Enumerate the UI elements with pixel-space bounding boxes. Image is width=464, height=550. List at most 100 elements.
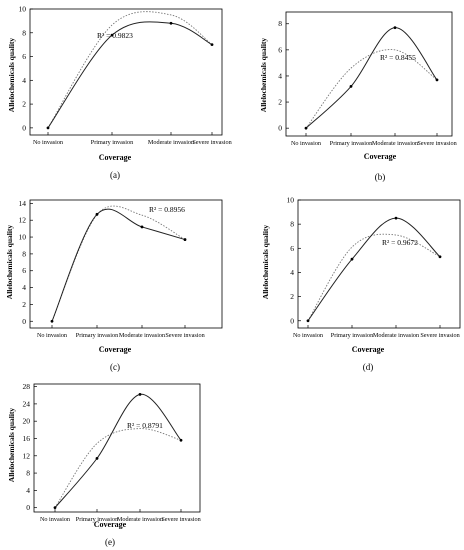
trend-curve [51, 205, 186, 322]
plot-frame [29, 8, 223, 136]
chart-panel-4: 0 2 4 6 8 10 No invasion Primary invasion Modera… [261, 196, 461, 372]
data-point [438, 255, 442, 259]
y-tick-label: 8 [278, 19, 282, 28]
data-curve [54, 393, 182, 509]
x-tick-label: Moderate invasion [372, 140, 418, 147]
chart-panel-2: 0 2 4 6 8 No invasion Primary invasion Moderate… [259, 11, 457, 182]
y-axis-title: Allelochemicals quality [7, 408, 16, 483]
data-point [169, 21, 173, 25]
data-point [393, 26, 397, 30]
data-point [138, 392, 142, 396]
x-tick-label: No invasion [293, 332, 323, 339]
trend-curve [47, 11, 213, 129]
y-tick-label: 4 [22, 76, 26, 85]
y-tick-label: 0 [26, 503, 30, 512]
y-tick-label: 4 [22, 283, 26, 292]
x-tick-label: Severe invasion [161, 516, 200, 523]
y-tick-label: 2 [22, 300, 26, 309]
y-tick-label: 10 [19, 5, 27, 14]
data-point [110, 33, 114, 37]
r2-label: R² = 0.8455 [380, 53, 416, 62]
x-axis-title: Coverage [352, 345, 385, 354]
y-tick-label: 6 [22, 266, 26, 275]
r2-label: R² = 0.9672 [382, 238, 418, 247]
y-tick-label: 2 [290, 292, 294, 301]
y-tick-label: 24 [23, 399, 31, 408]
data-point [350, 257, 354, 261]
data-point [140, 225, 144, 229]
y-tick-label: 6 [278, 45, 282, 54]
data-point [349, 85, 353, 88]
x-tick-label: No invasion [37, 332, 67, 339]
y-tick-label: 14 [19, 199, 27, 208]
y-tick-label: 0 [290, 316, 294, 325]
x-tick-label: Moderate invasion [117, 516, 163, 523]
y-tick-label: 28 [23, 382, 31, 391]
x-tick-label: No invasion [291, 140, 321, 147]
x-tick-label: Primary invasion [76, 516, 118, 523]
plot-frame [33, 383, 201, 513]
data-point [306, 319, 310, 323]
y-tick-label: 6 [290, 244, 294, 253]
panel-label: (c) [110, 362, 120, 372]
y-tick-label: 8 [290, 220, 294, 229]
data-curve [307, 217, 441, 322]
data-curve [305, 27, 438, 129]
x-axis-title: Coverage [94, 520, 127, 529]
x-tick-label: Severe invasion [192, 139, 231, 146]
data-point [46, 126, 50, 130]
data-point [394, 216, 398, 220]
data-point [183, 238, 187, 241]
r2-label: R² = 0.8956 [149, 205, 185, 214]
panel-label: (d) [363, 362, 374, 372]
chart-panel-5: 0 4 8 12 16 20 24 28 No invasion Primary invasion… [7, 382, 201, 547]
x-axis-title: Coverage [99, 153, 132, 162]
x-tick-label: Primary invasion [76, 332, 118, 339]
y-tick-label: 12 [23, 451, 31, 460]
y-tick-label: 6 [22, 52, 26, 61]
y-tick-label: 0 [22, 123, 26, 132]
y-axis-title: Allelochemicals quality [5, 225, 14, 300]
y-axis-title: Allelochemicals quality [7, 38, 16, 113]
y-tick-label: 2 [22, 100, 26, 109]
y-tick-label: 12 [19, 216, 27, 225]
data-curve [47, 21, 213, 129]
data-curve [51, 208, 186, 322]
data-point [210, 43, 214, 47]
data-point [304, 126, 308, 130]
x-axis-title: Coverage [364, 152, 397, 161]
data-point [50, 319, 54, 323]
y-tick-label: 8 [22, 249, 26, 258]
trend-curve [307, 233, 441, 321]
r2-label: R² = 0.9823 [97, 31, 133, 40]
x-tick-label: Moderate invasion [119, 332, 165, 339]
panel-label: (e) [105, 537, 115, 547]
y-tick-label: 2 [278, 98, 282, 107]
panel-label: (a) [110, 170, 120, 180]
y-tick-label: 4 [26, 486, 30, 495]
y-tick-label: 0 [278, 124, 282, 133]
y-tick-label: 4 [290, 268, 294, 277]
y-tick-label: 8 [22, 28, 26, 37]
x-tick-label: Primary invasion [91, 139, 133, 146]
x-axis-title: Coverage [99, 345, 132, 354]
x-tick-label: Moderate invasion [373, 332, 419, 339]
y-tick-label: 10 [287, 196, 295, 205]
data-point [95, 456, 99, 460]
data-point [435, 78, 439, 82]
data-point [95, 212, 99, 216]
x-tick-label: Moderate invasion [148, 139, 194, 146]
chart-panel-1: 0 2 4 6 8 10 No invasion Primary invasion Modera… [7, 5, 232, 181]
plot-frame [285, 11, 453, 137]
plot-frame [29, 199, 223, 329]
plot-frame [297, 199, 461, 329]
panel-label: (b) [375, 172, 386, 182]
trend-curve [54, 428, 182, 508]
x-tick-label: Primary invasion [331, 332, 373, 339]
y-tick-label: 20 [23, 417, 31, 426]
y-tick-label: 0 [22, 317, 26, 326]
trend-curve [305, 49, 438, 129]
chart-panel-3: 0 2 4 6 8 10 12 14 No invasion Primary invasion Mo… [5, 199, 223, 372]
y-tick-label: 16 [23, 434, 31, 443]
